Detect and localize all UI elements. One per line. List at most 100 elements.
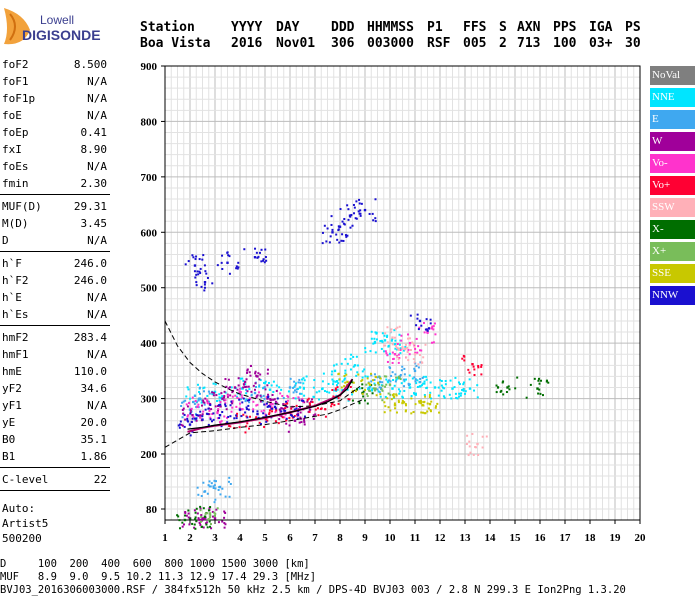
data-point-w	[293, 419, 297, 422]
data-point-w	[224, 378, 227, 381]
data-point-e	[221, 487, 224, 490]
data-point-nne	[414, 392, 417, 395]
data-point-w	[228, 386, 231, 389]
data-point-nne	[189, 397, 192, 400]
data-point-x-	[209, 506, 212, 509]
data-point-e	[403, 373, 406, 376]
data-point-w	[181, 525, 184, 528]
data-point-nnw	[229, 415, 232, 418]
data-point-nne	[356, 364, 359, 367]
data-point-nne	[369, 350, 372, 353]
data-point-nne	[356, 371, 359, 374]
data-point-vo-	[477, 366, 480, 369]
data-point-ssw	[481, 446, 484, 449]
data-point-nnw	[280, 410, 283, 413]
data-point-vo-	[397, 361, 400, 364]
data-point-x-	[214, 512, 217, 515]
param-row-h-es: h`Es N/A	[2, 307, 107, 323]
param-value: 20.0	[80, 416, 108, 429]
data-point-sse	[343, 385, 346, 388]
data-point-ssw	[398, 348, 401, 351]
data-point-nnw	[247, 404, 250, 407]
data-point-nnw	[274, 407, 277, 410]
data-point-vo-	[477, 364, 480, 367]
data-point-nne	[240, 387, 243, 390]
data-point-vo-	[393, 353, 397, 356]
data-point-nnw	[206, 276, 209, 279]
data-point-e	[378, 386, 381, 389]
data-point-sse	[383, 411, 386, 414]
data-point-w	[285, 422, 288, 425]
header-value-ps: 30	[625, 36, 641, 51]
x-tick-label: 20	[635, 532, 647, 544]
data-point-e	[215, 480, 218, 483]
data-point-nne	[388, 352, 391, 355]
data-point-vo-	[211, 413, 214, 416]
y-tick-label: 300	[141, 394, 158, 406]
data-point-nne	[381, 332, 384, 335]
data-point-sse	[414, 403, 417, 406]
data-point-e	[180, 405, 183, 408]
data-point-nnw	[264, 248, 267, 251]
data-point-nne	[451, 387, 454, 390]
data-point-e	[295, 391, 298, 394]
data-point-e	[224, 495, 227, 498]
legend-item-vo-: Vo+	[650, 176, 695, 195]
data-point-nnw	[246, 399, 249, 402]
data-point-x-	[508, 388, 511, 391]
param-value: N/A	[87, 399, 107, 412]
data-point-e	[403, 378, 406, 381]
data-point-nne	[379, 395, 382, 398]
data-point-nnw	[226, 421, 229, 424]
data-point-vo-	[286, 394, 289, 397]
data-point-x-	[536, 387, 539, 390]
data-point-nne	[437, 386, 440, 389]
data-point-nne	[326, 390, 329, 393]
data-point-e	[194, 419, 197, 422]
data-point-nnw	[205, 272, 208, 275]
data-point-nnw	[201, 418, 204, 421]
data-point-nnw	[359, 212, 362, 215]
data-point-vo-	[268, 409, 271, 412]
data-point-nne	[371, 387, 374, 390]
data-point-ssw	[396, 326, 399, 329]
data-point-ssw	[401, 346, 404, 349]
data-point-ssw	[467, 454, 470, 457]
param-label: hmE	[2, 365, 22, 378]
data-point-nnw	[263, 261, 266, 264]
data-point-nnw	[202, 254, 205, 257]
data-point-x-	[362, 390, 365, 393]
data-point-nnw	[193, 264, 197, 267]
data-point-nnw	[216, 264, 219, 267]
data-point-nnw	[197, 414, 200, 417]
data-point-nnw	[195, 417, 198, 420]
data-point-nnw	[235, 417, 238, 420]
data-point-nnw	[353, 212, 356, 215]
data-point-nne	[394, 339, 397, 342]
data-point-e	[248, 401, 251, 404]
data-point-sse	[344, 381, 347, 384]
param-row-h-f2: h`F2 246.0	[2, 273, 107, 289]
data-point-nnw	[265, 259, 268, 262]
data-point-nnw	[255, 251, 258, 254]
data-point-e	[298, 392, 301, 395]
data-point-vo-	[407, 348, 410, 351]
data-point-sse	[410, 397, 413, 400]
data-point-nnw	[246, 416, 249, 419]
data-point-x-	[194, 527, 197, 530]
data-point-x-	[362, 395, 365, 398]
data-point-x-	[366, 395, 369, 398]
data-point-sse	[405, 404, 408, 407]
data-point-nne	[370, 337, 373, 340]
data-point-w	[199, 507, 202, 510]
data-point-nnw	[224, 403, 227, 406]
x-tick-label: 11	[410, 532, 420, 544]
data-point-sse	[384, 405, 387, 408]
auto-line: Artist5	[2, 517, 49, 530]
data-point-nne	[196, 383, 199, 386]
x-tick-label: 8	[337, 532, 343, 544]
data-point-nne	[211, 393, 214, 396]
header-label-pps: PPS	[553, 20, 577, 35]
data-point-x-	[178, 519, 181, 522]
